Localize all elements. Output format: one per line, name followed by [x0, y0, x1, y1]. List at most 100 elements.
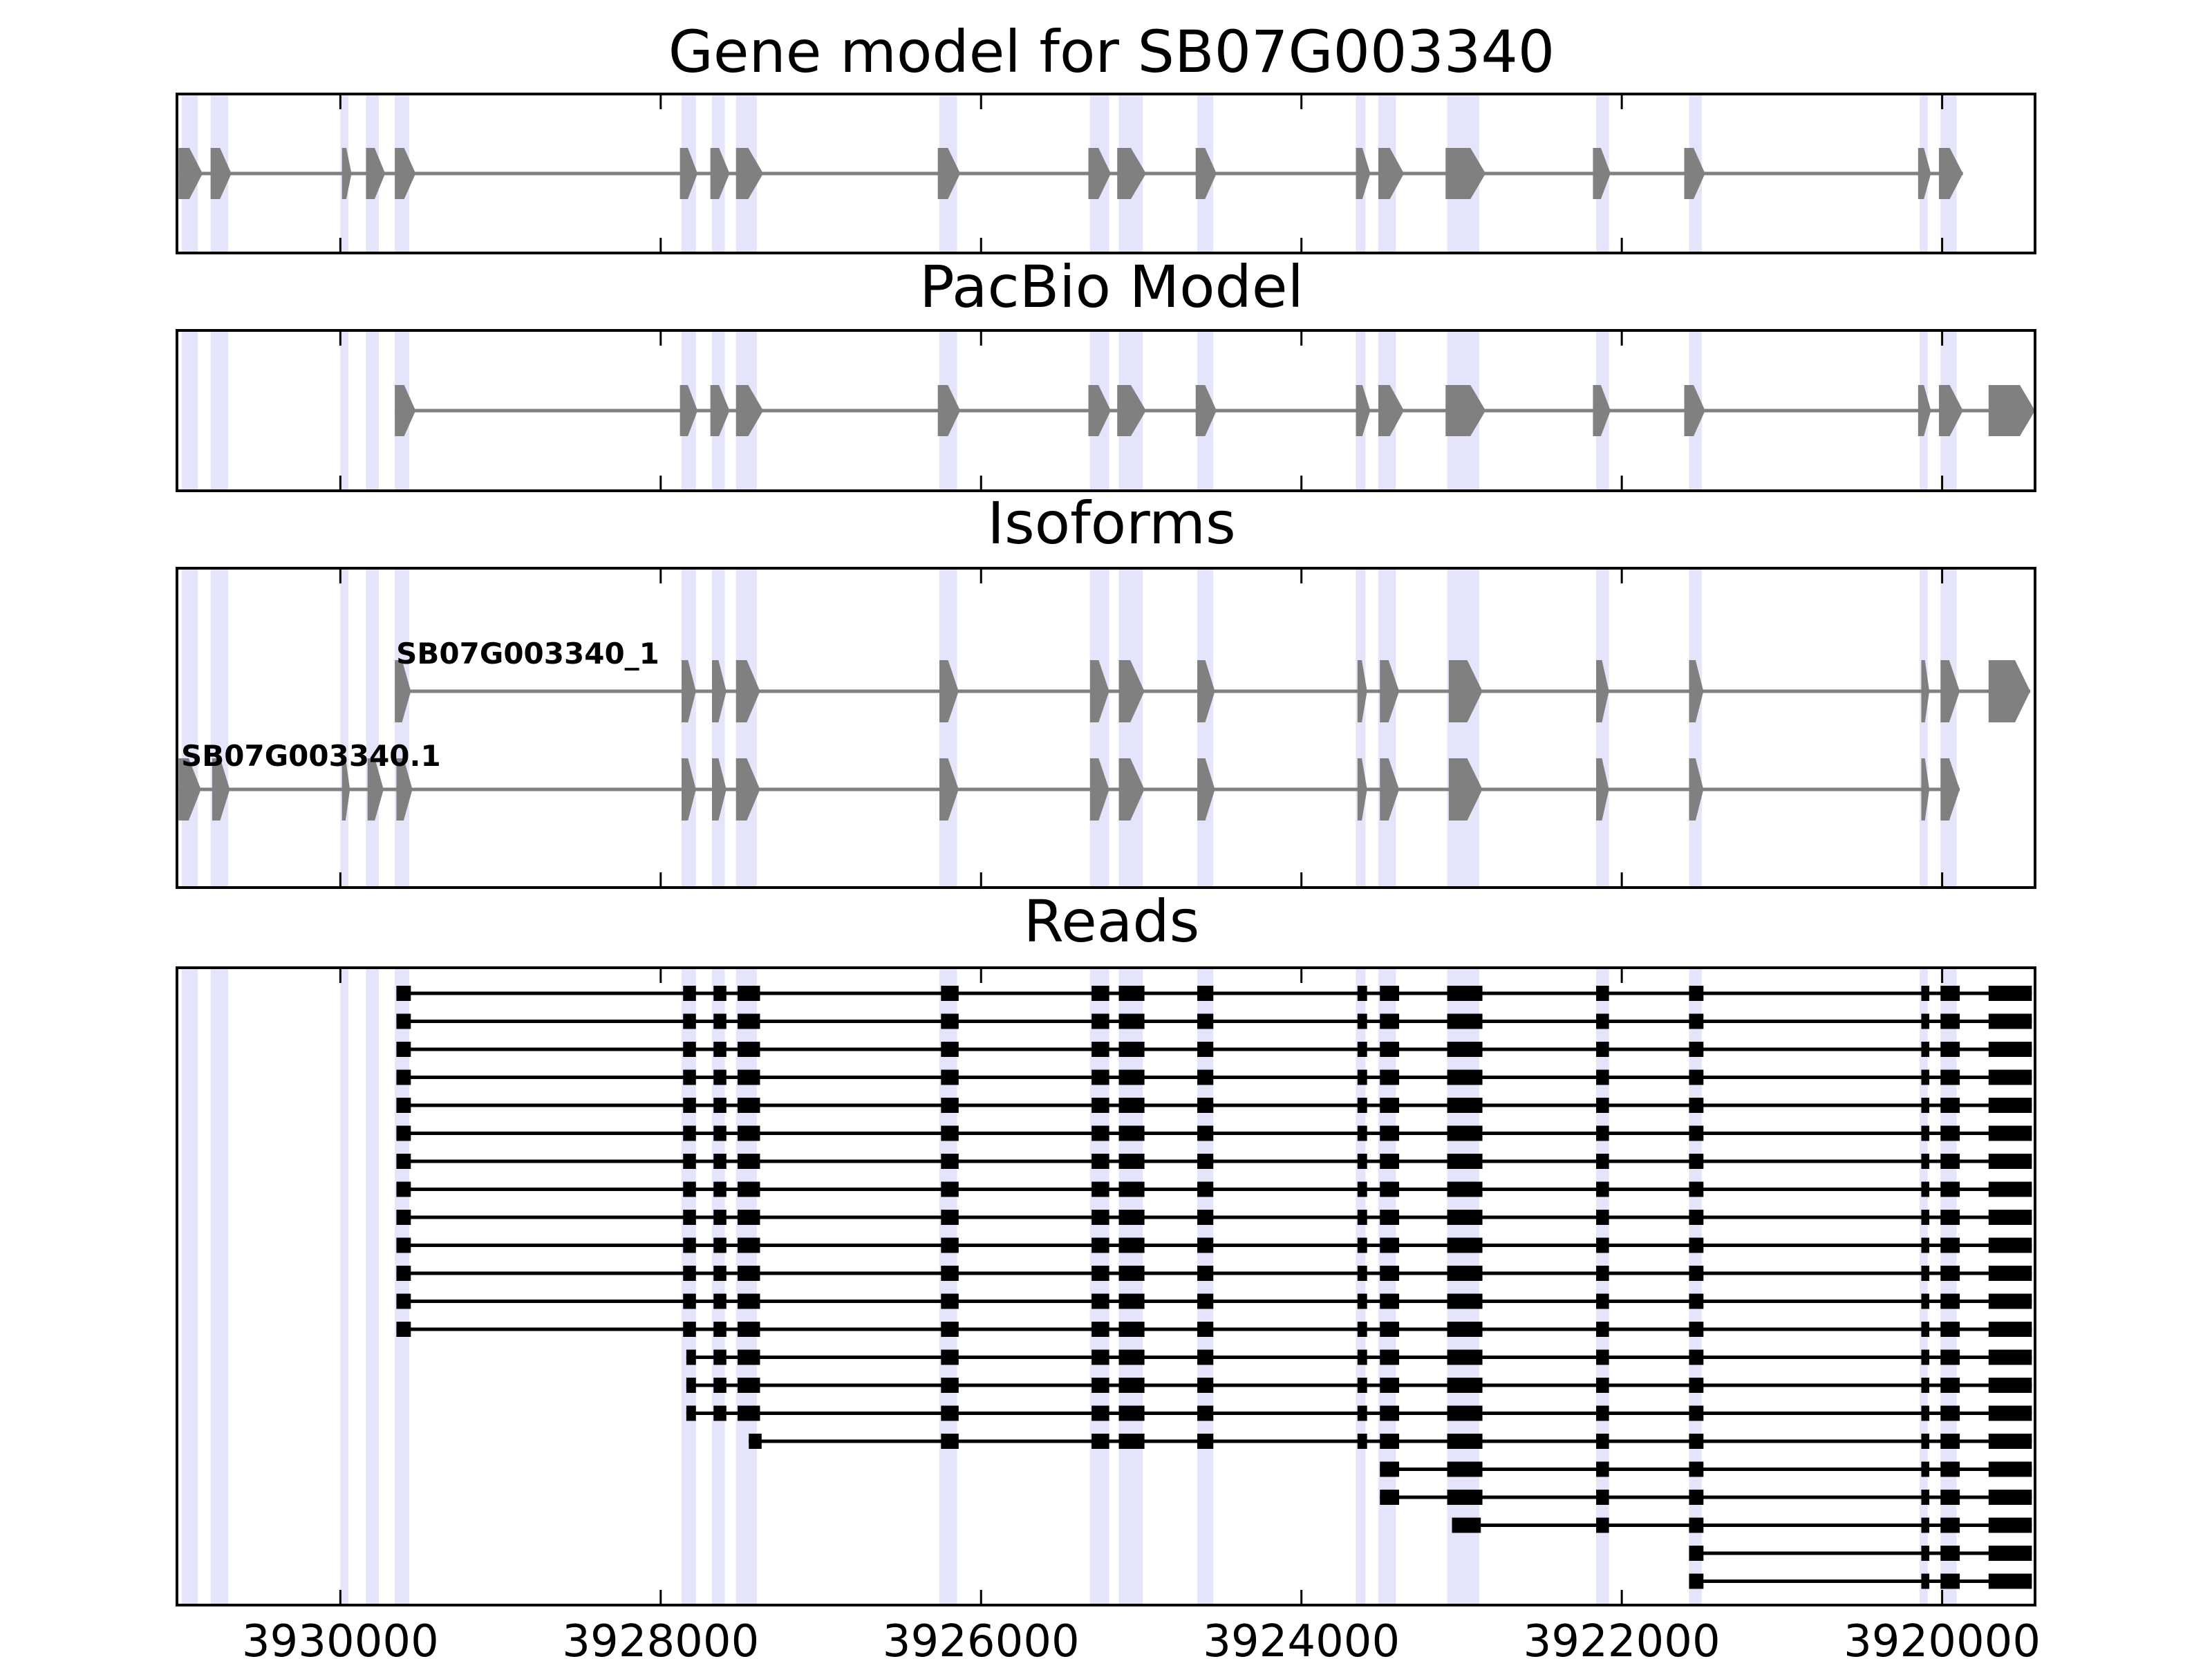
read-exon-block: [1380, 1378, 1400, 1393]
read-exon-block: [1091, 1098, 1109, 1113]
exon-block: [1684, 385, 1705, 436]
read-exon-block: [1940, 1013, 1960, 1029]
read-exon-block: [1447, 1349, 1483, 1365]
read-exon-block: [1988, 1378, 2032, 1393]
exon-block: [210, 148, 232, 199]
read-exon-block: [738, 1042, 760, 1057]
read-exon-block: [713, 1069, 727, 1085]
read-exon-block: [1380, 1322, 1400, 1337]
read-exon-block: [1357, 1042, 1367, 1057]
read-exon-block: [1988, 1490, 2032, 1505]
read-exon-block: [1596, 1378, 1609, 1393]
exon-highlight-band: [939, 968, 957, 1605]
read-exon-block: [941, 1042, 959, 1057]
read-exon-block: [1118, 1098, 1145, 1113]
read-exon-block: [1380, 1042, 1400, 1057]
exon-highlight-band: [210, 330, 229, 491]
read-exon-block: [1940, 1322, 1960, 1337]
read-exon-block: [1118, 1013, 1145, 1029]
read-exon-block: [686, 1349, 696, 1365]
read-exon-block: [941, 1125, 959, 1141]
read-exon-block: [1091, 1405, 1109, 1421]
read-exon-block: [1197, 1405, 1214, 1421]
exon-block: [1596, 758, 1609, 821]
read-exon-block: [941, 986, 959, 1001]
exon-highlight-band: [210, 968, 229, 1605]
read-exon-block: [1118, 1266, 1145, 1281]
read-exon-block: [1091, 1293, 1109, 1309]
read-exon-block: [1091, 1013, 1109, 1029]
read-exon-block: [1091, 1210, 1109, 1225]
read-exon-block: [1940, 1181, 1960, 1197]
exon-block: [1195, 148, 1217, 199]
exon-block: [1988, 385, 2035, 436]
read-exon-block: [713, 1405, 727, 1421]
read-exon-block: [1197, 1378, 1214, 1393]
read-exon-block: [1689, 1266, 1704, 1281]
read-exon-block: [1091, 1266, 1109, 1281]
read-exon-block: [1447, 1125, 1483, 1141]
exon-block: [1118, 660, 1145, 722]
read-exon-block: [1118, 1181, 1145, 1197]
read-exon-block: [1596, 1405, 1609, 1421]
exon-highlight-band: [681, 968, 696, 1605]
read-exon-block: [1689, 1573, 1704, 1589]
read-exon-block: [1988, 1405, 2032, 1421]
panel-title-gene-model: Gene model for SB07G003340: [668, 18, 1555, 86]
read-exon-block: [1447, 1405, 1483, 1421]
exon-highlight-band: [735, 968, 757, 1605]
read-exon-block: [1357, 1125, 1367, 1141]
read-exon-block: [1940, 1293, 1960, 1309]
read-exon-block: [1197, 1013, 1214, 1029]
read-exon-block: [1596, 1154, 1609, 1169]
read-exon-block: [1940, 1546, 1960, 1561]
exon-highlight-band: [1920, 568, 1928, 888]
read-exon-block: [1596, 1434, 1609, 1449]
read-exon-block: [738, 1322, 760, 1337]
exon-highlight-band: [711, 968, 725, 1605]
read-exon-block: [1921, 1013, 1930, 1029]
read-exon-block: [1380, 1405, 1400, 1421]
read-exon-block: [1921, 1042, 1930, 1057]
x-tick-label: 3928000: [562, 1616, 759, 1659]
read-exon-block: [1689, 1434, 1704, 1449]
read-exon-block: [1118, 1349, 1145, 1365]
read-exon-block: [1447, 1266, 1483, 1281]
read-exon-block: [713, 1293, 727, 1309]
read-exon-block: [1380, 1266, 1400, 1281]
x-tick-label: 3920000: [1844, 1616, 2041, 1659]
exon-highlight-band: [711, 568, 725, 888]
read-exon-block: [1357, 1266, 1367, 1281]
read-exon-block: [1118, 1069, 1145, 1085]
read-exon-block: [1447, 1378, 1483, 1393]
read-exon-block: [686, 1378, 696, 1393]
read-exon-block: [1921, 1378, 1930, 1393]
exon-highlight-band: [1378, 568, 1396, 888]
read-exon-block: [1921, 1434, 1930, 1449]
panel-title-reads: Reads: [1024, 888, 1200, 955]
read-exon-block: [1988, 1461, 2032, 1477]
read-exon-block: [1380, 1293, 1400, 1309]
read-exon-block: [1988, 1322, 2032, 1337]
exon-block: [1117, 385, 1146, 436]
read-exon-block: [941, 1098, 959, 1113]
read-exon-block: [1197, 1434, 1214, 1449]
read-exon-block: [1596, 1069, 1609, 1085]
read-exon-block: [1447, 1322, 1483, 1337]
read-exon-block: [713, 1042, 727, 1057]
read-exon-block: [1921, 1461, 1930, 1477]
read-exon-block: [1940, 1098, 1960, 1113]
exon-block: [1918, 148, 1931, 199]
read-exon-block: [1596, 1098, 1609, 1113]
read-exon-block: [1596, 1266, 1609, 1281]
exon-block: [1938, 385, 1963, 436]
exon-highlight-band: [1689, 568, 1703, 888]
read-exon-block: [1380, 1434, 1400, 1449]
read-exon-block: [1940, 1125, 1960, 1141]
exon-block: [1448, 758, 1483, 821]
exon-block: [1684, 148, 1705, 199]
read-exon-block: [1091, 1378, 1109, 1393]
read-exon-block: [683, 1210, 696, 1225]
exon-block: [939, 758, 959, 821]
